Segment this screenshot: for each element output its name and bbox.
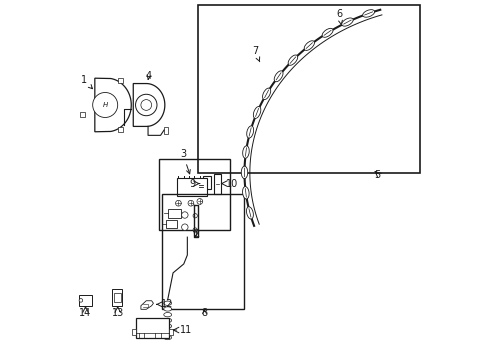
- Text: 7: 7: [252, 46, 259, 62]
- Text: 11: 11: [180, 325, 192, 335]
- Bar: [135, 318, 169, 338]
- Ellipse shape: [341, 18, 352, 26]
- Ellipse shape: [242, 146, 249, 158]
- Ellipse shape: [163, 301, 171, 305]
- Bar: [198, 5, 419, 173]
- Text: 3: 3: [180, 149, 190, 174]
- Circle shape: [181, 224, 188, 230]
- Bar: [164, 127, 168, 134]
- Ellipse shape: [287, 55, 297, 65]
- Circle shape: [197, 199, 203, 204]
- Text: 13: 13: [111, 308, 123, 318]
- Text: 14: 14: [79, 308, 91, 318]
- Circle shape: [193, 228, 197, 232]
- Bar: [214, 174, 220, 194]
- Bar: [118, 78, 122, 83]
- Bar: [203, 176, 210, 189]
- Bar: [162, 194, 244, 309]
- Text: 12: 12: [160, 299, 173, 309]
- Bar: [176, 178, 206, 196]
- Circle shape: [181, 212, 188, 218]
- Ellipse shape: [246, 126, 253, 138]
- Ellipse shape: [242, 186, 248, 199]
- Circle shape: [93, 93, 118, 117]
- Ellipse shape: [246, 207, 253, 219]
- Ellipse shape: [163, 336, 171, 340]
- Bar: [132, 329, 135, 336]
- Bar: [114, 293, 121, 302]
- Bar: [80, 295, 92, 306]
- Bar: [169, 329, 173, 336]
- Circle shape: [141, 100, 151, 111]
- Polygon shape: [141, 301, 153, 309]
- Text: 9: 9: [189, 179, 195, 189]
- Ellipse shape: [163, 312, 171, 317]
- Ellipse shape: [163, 307, 171, 311]
- Circle shape: [79, 298, 82, 302]
- Ellipse shape: [253, 107, 260, 118]
- Circle shape: [135, 94, 157, 116]
- Ellipse shape: [362, 10, 374, 17]
- Text: 8: 8: [201, 308, 207, 318]
- Text: H: H: [102, 102, 107, 108]
- Ellipse shape: [163, 318, 171, 323]
- Ellipse shape: [322, 28, 332, 37]
- Bar: [159, 158, 230, 230]
- Polygon shape: [95, 78, 131, 132]
- Bar: [80, 112, 84, 117]
- Ellipse shape: [304, 41, 314, 50]
- Text: 2: 2: [193, 229, 199, 239]
- Bar: [165, 220, 176, 228]
- Ellipse shape: [262, 88, 270, 100]
- Polygon shape: [133, 84, 164, 126]
- Ellipse shape: [241, 166, 247, 179]
- Ellipse shape: [163, 330, 171, 334]
- Circle shape: [188, 201, 193, 206]
- Text: 4: 4: [145, 71, 151, 81]
- Text: 1: 1: [81, 75, 92, 89]
- Ellipse shape: [274, 71, 283, 82]
- Circle shape: [175, 201, 181, 206]
- Text: 10: 10: [225, 179, 237, 189]
- Text: 6: 6: [335, 9, 342, 24]
- Bar: [112, 289, 122, 306]
- Bar: [167, 208, 181, 217]
- Ellipse shape: [163, 324, 171, 328]
- Bar: [118, 127, 122, 132]
- Text: 5: 5: [373, 170, 380, 180]
- Circle shape: [193, 213, 197, 218]
